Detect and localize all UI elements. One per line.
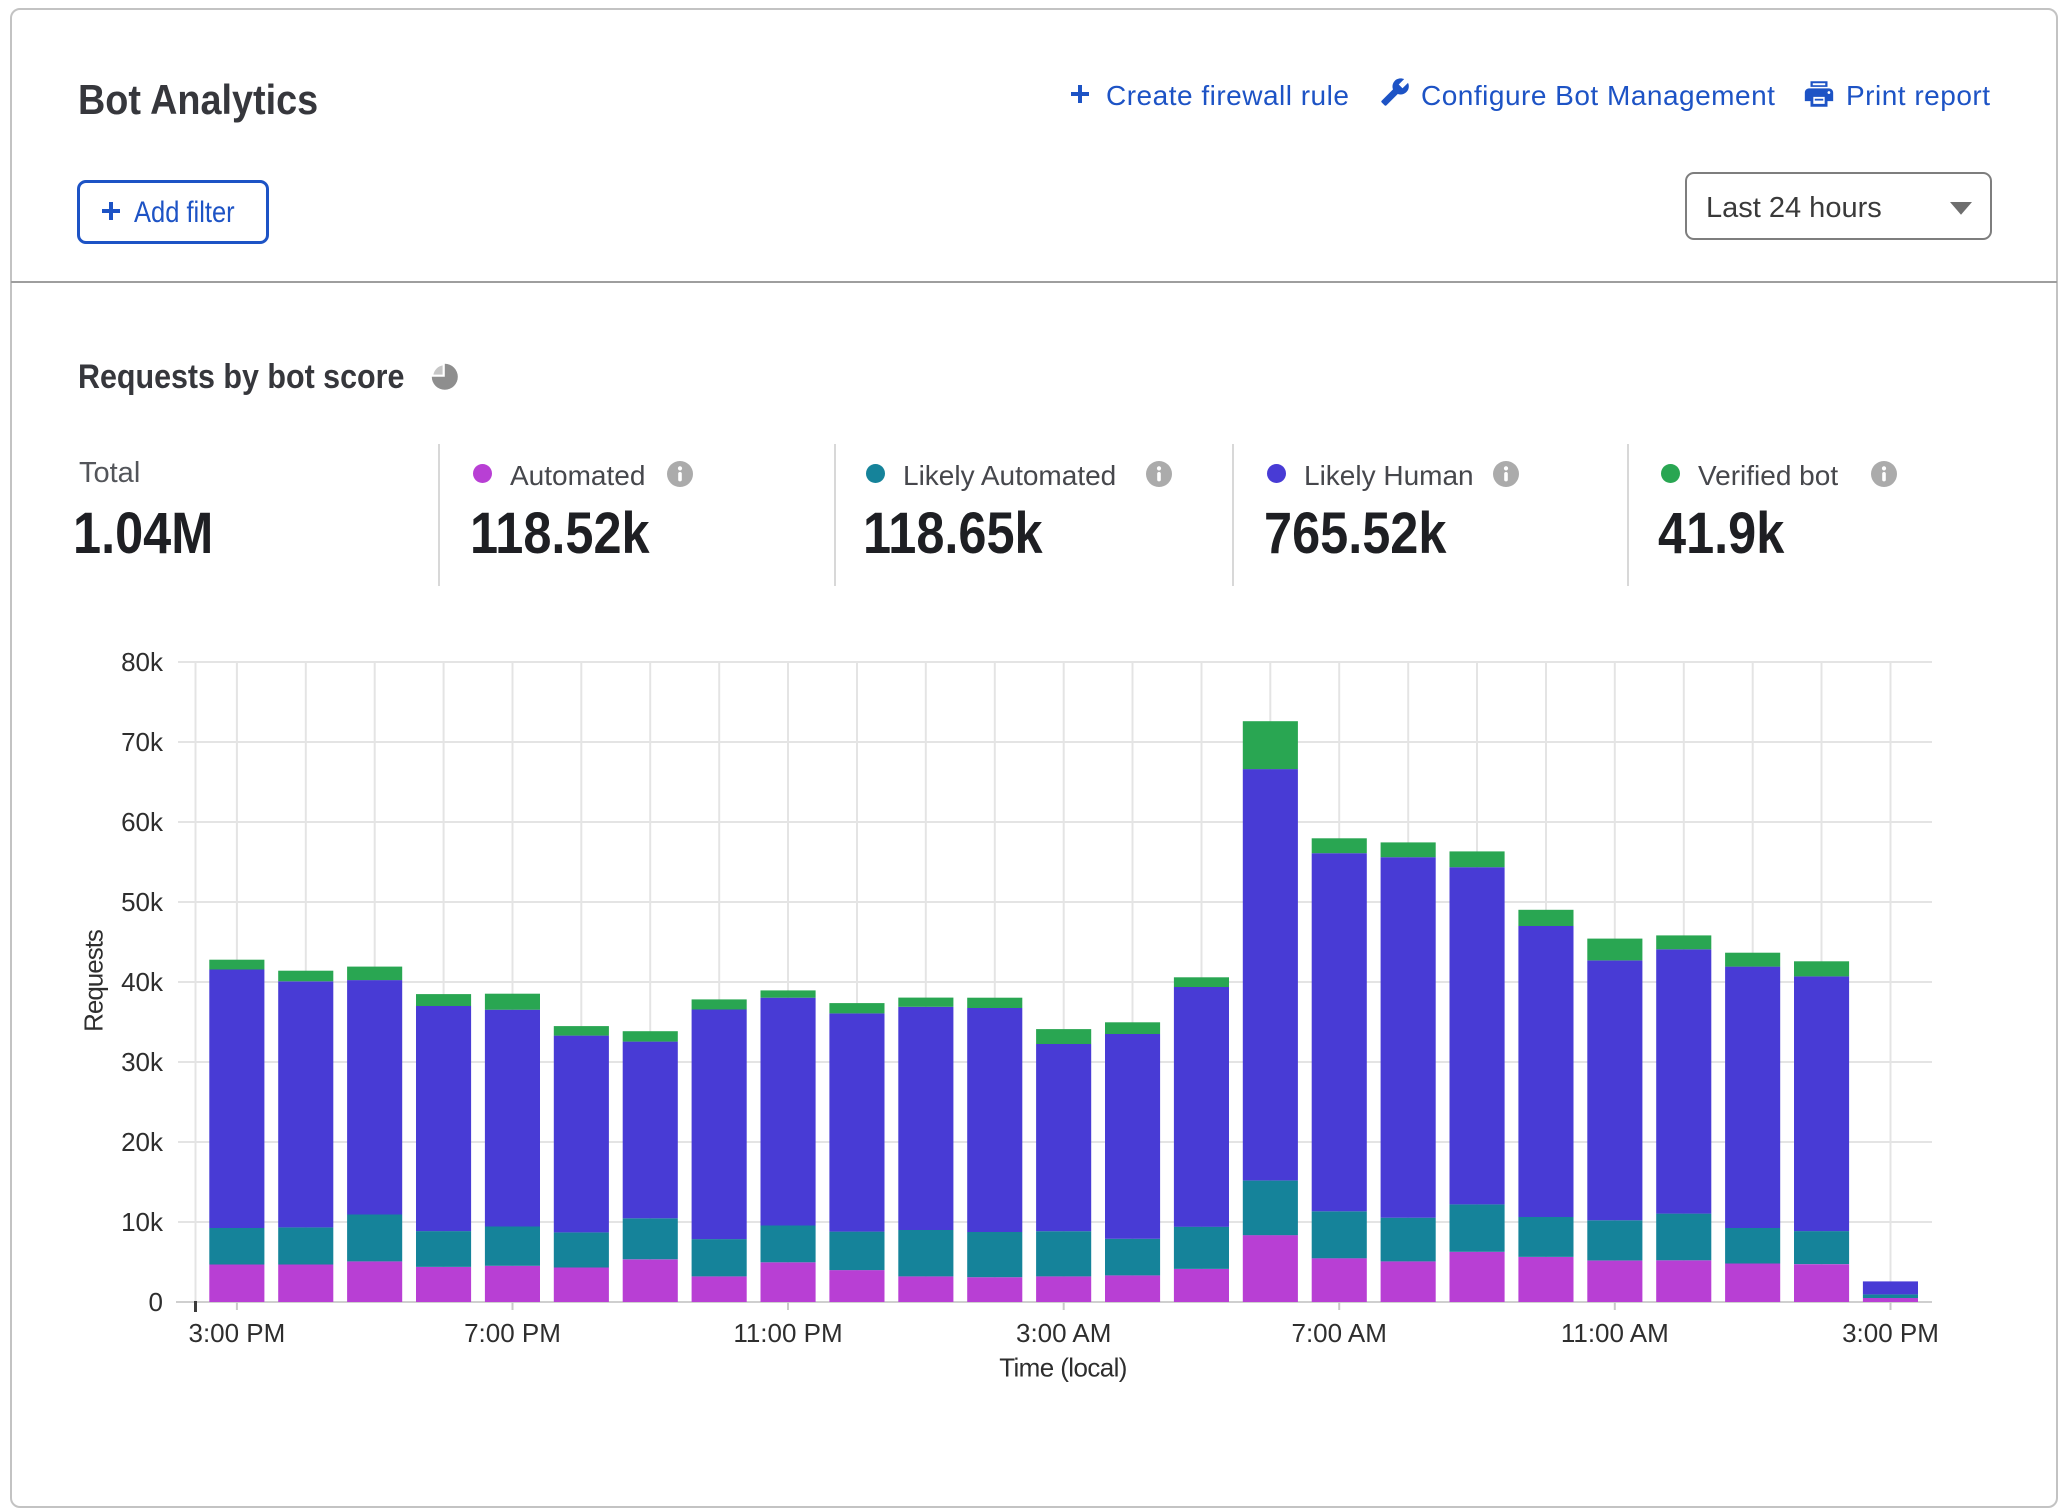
svg-text:0: 0 bbox=[149, 1287, 163, 1317]
svg-text:7:00 AM: 7:00 AM bbox=[1291, 1318, 1386, 1348]
svg-text:70k: 70k bbox=[121, 727, 164, 757]
svg-text:20k: 20k bbox=[121, 1127, 164, 1157]
svg-text:50k: 50k bbox=[121, 887, 164, 917]
svg-text:Time (local): Time (local) bbox=[999, 1353, 1127, 1383]
svg-text:Requests: Requests bbox=[79, 929, 109, 1032]
svg-text:3:00 PM: 3:00 PM bbox=[1842, 1318, 1939, 1348]
svg-text:60k: 60k bbox=[121, 807, 164, 837]
svg-text:11:00 PM: 11:00 PM bbox=[733, 1318, 842, 1348]
svg-text:7:00 PM: 7:00 PM bbox=[464, 1318, 561, 1348]
svg-text:3:00 AM: 3:00 AM bbox=[1016, 1318, 1111, 1348]
svg-text:3:00 PM: 3:00 PM bbox=[188, 1318, 285, 1348]
svg-text:10k: 10k bbox=[121, 1207, 164, 1237]
svg-text:40k: 40k bbox=[121, 967, 164, 997]
svg-text:11:00 AM: 11:00 AM bbox=[1561, 1318, 1669, 1348]
svg-text:30k: 30k bbox=[121, 1047, 164, 1077]
svg-text:80k: 80k bbox=[121, 647, 164, 677]
